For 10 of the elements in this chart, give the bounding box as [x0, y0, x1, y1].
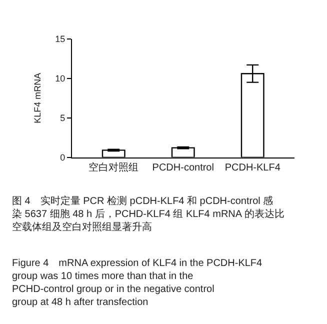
x-tick-label: PCDH-control [152, 162, 214, 174]
y-tick-label: 10 [55, 74, 66, 84]
y-axis-title: KLF4 mRNA [32, 72, 42, 124]
y-tick-label: 15 [55, 34, 66, 44]
y-tick-label: 5 [60, 112, 66, 123]
x-tick-label: 空白对照组 [88, 161, 139, 174]
caption: Figure 4 mRNA expression of KLF4 in the PCDH-KLF4 group was 10 times more than that in the PCHD-control group or in the negative control group at 48 h after transfection [12, 258, 263, 308]
x-tick-label: PCDH-KLF4 [224, 162, 281, 174]
caption: 图 4 实时定量 PCR 检测 pCDH-KLF4 和 pCDH-control 感染 5637 细胞 48 h 后，PCHD-KLF4 组 KLF4 mRNA 的表达比空载体组及空白对照组显著升高 [12, 195, 284, 233]
y-tick-label: 0 [60, 152, 66, 162]
